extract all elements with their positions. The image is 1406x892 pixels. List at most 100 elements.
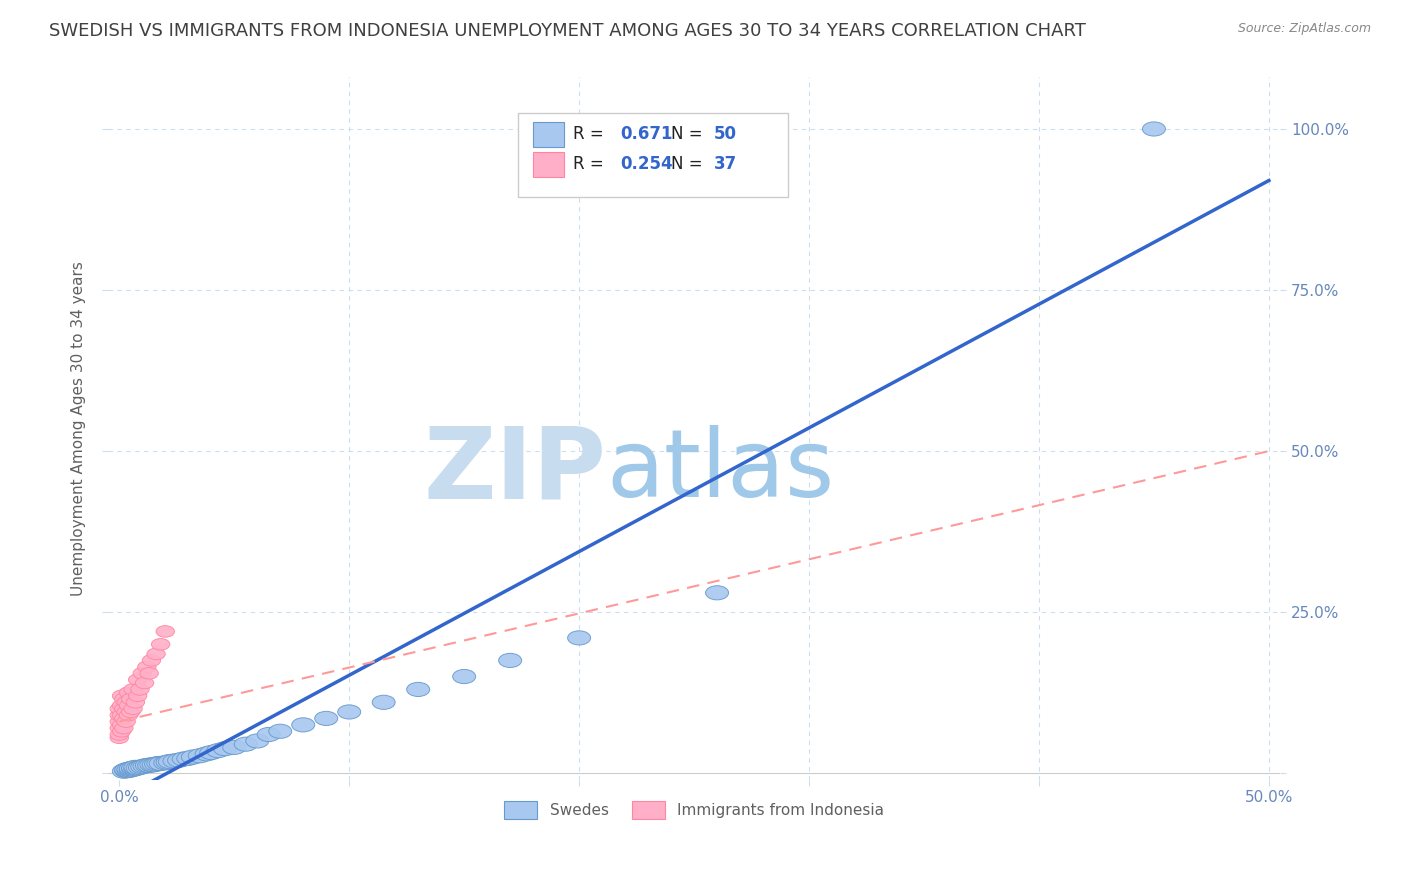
Ellipse shape — [207, 744, 229, 757]
Ellipse shape — [112, 709, 131, 721]
Ellipse shape — [172, 752, 195, 766]
Ellipse shape — [214, 741, 236, 756]
Ellipse shape — [120, 763, 142, 777]
Ellipse shape — [124, 762, 146, 776]
FancyBboxPatch shape — [519, 112, 787, 197]
Ellipse shape — [406, 682, 430, 697]
Ellipse shape — [110, 723, 128, 734]
Ellipse shape — [117, 706, 135, 718]
Legend: Swedes, Immigrants from Indonesia: Swedes, Immigrants from Indonesia — [498, 795, 890, 824]
Ellipse shape — [124, 683, 142, 695]
Ellipse shape — [110, 732, 128, 744]
Ellipse shape — [195, 747, 218, 761]
Ellipse shape — [200, 746, 222, 760]
Ellipse shape — [115, 693, 134, 705]
Ellipse shape — [337, 705, 361, 719]
Text: 37: 37 — [714, 155, 737, 173]
Ellipse shape — [163, 754, 186, 768]
Text: ZIP: ZIP — [423, 422, 606, 519]
Text: R =: R = — [574, 125, 609, 143]
Ellipse shape — [291, 718, 315, 732]
Ellipse shape — [117, 697, 135, 708]
Ellipse shape — [128, 760, 152, 774]
Ellipse shape — [112, 690, 131, 702]
Ellipse shape — [115, 723, 134, 734]
Ellipse shape — [153, 756, 177, 770]
Ellipse shape — [112, 719, 131, 731]
Ellipse shape — [124, 703, 142, 714]
Ellipse shape — [110, 716, 128, 728]
Text: atlas: atlas — [606, 425, 834, 516]
Ellipse shape — [453, 670, 475, 683]
Ellipse shape — [156, 756, 179, 769]
Ellipse shape — [235, 737, 257, 751]
Ellipse shape — [115, 763, 138, 777]
Ellipse shape — [131, 683, 149, 695]
Ellipse shape — [373, 695, 395, 709]
Ellipse shape — [117, 716, 135, 728]
Ellipse shape — [127, 761, 149, 775]
Ellipse shape — [499, 653, 522, 667]
Ellipse shape — [112, 764, 135, 779]
Ellipse shape — [120, 762, 142, 776]
Ellipse shape — [138, 661, 156, 673]
Ellipse shape — [112, 725, 131, 737]
Text: SWEDISH VS IMMIGRANTS FROM INDONESIA UNEMPLOYMENT AMONG AGES 30 TO 34 YEARS CORR: SWEDISH VS IMMIGRANTS FROM INDONESIA UNE… — [49, 22, 1085, 40]
Ellipse shape — [246, 734, 269, 748]
Ellipse shape — [120, 709, 138, 721]
Ellipse shape — [117, 762, 141, 776]
Ellipse shape — [142, 757, 166, 772]
Ellipse shape — [149, 756, 172, 771]
Ellipse shape — [257, 728, 280, 741]
Text: N =: N = — [671, 155, 707, 173]
Ellipse shape — [110, 703, 128, 714]
Ellipse shape — [112, 699, 131, 711]
Ellipse shape — [120, 687, 138, 698]
Ellipse shape — [115, 713, 134, 724]
Ellipse shape — [141, 757, 163, 772]
Ellipse shape — [146, 756, 170, 771]
Ellipse shape — [141, 667, 159, 679]
Ellipse shape — [315, 711, 337, 725]
Ellipse shape — [117, 764, 141, 778]
Ellipse shape — [146, 648, 166, 660]
Ellipse shape — [706, 586, 728, 600]
Text: Source: ZipAtlas.com: Source: ZipAtlas.com — [1237, 22, 1371, 36]
Ellipse shape — [110, 709, 128, 721]
Ellipse shape — [128, 674, 146, 686]
Ellipse shape — [131, 760, 153, 773]
Text: 50: 50 — [714, 125, 737, 143]
Ellipse shape — [121, 762, 145, 776]
Ellipse shape — [167, 753, 191, 767]
Text: 0.671: 0.671 — [620, 125, 672, 143]
Ellipse shape — [269, 724, 291, 739]
Ellipse shape — [177, 751, 200, 765]
Ellipse shape — [222, 740, 246, 755]
Ellipse shape — [115, 764, 138, 778]
Ellipse shape — [145, 757, 167, 772]
Ellipse shape — [159, 755, 181, 769]
Ellipse shape — [181, 750, 204, 764]
Ellipse shape — [156, 625, 174, 637]
Ellipse shape — [121, 693, 141, 705]
FancyBboxPatch shape — [533, 152, 564, 178]
Ellipse shape — [134, 759, 156, 773]
Ellipse shape — [138, 758, 160, 772]
Ellipse shape — [568, 631, 591, 645]
Ellipse shape — [188, 748, 211, 763]
Text: 0.254: 0.254 — [620, 155, 673, 173]
Ellipse shape — [135, 758, 159, 772]
Ellipse shape — [121, 761, 145, 775]
Ellipse shape — [134, 667, 152, 679]
FancyBboxPatch shape — [533, 121, 564, 147]
Ellipse shape — [121, 706, 141, 718]
Ellipse shape — [1143, 122, 1166, 136]
Ellipse shape — [142, 655, 160, 666]
Ellipse shape — [115, 703, 134, 714]
Text: R =: R = — [574, 155, 609, 173]
Text: N =: N = — [671, 125, 707, 143]
Ellipse shape — [110, 729, 128, 740]
Y-axis label: Unemployment Among Ages 30 to 34 years: Unemployment Among Ages 30 to 34 years — [72, 261, 86, 596]
Ellipse shape — [120, 699, 138, 711]
Ellipse shape — [128, 690, 146, 702]
